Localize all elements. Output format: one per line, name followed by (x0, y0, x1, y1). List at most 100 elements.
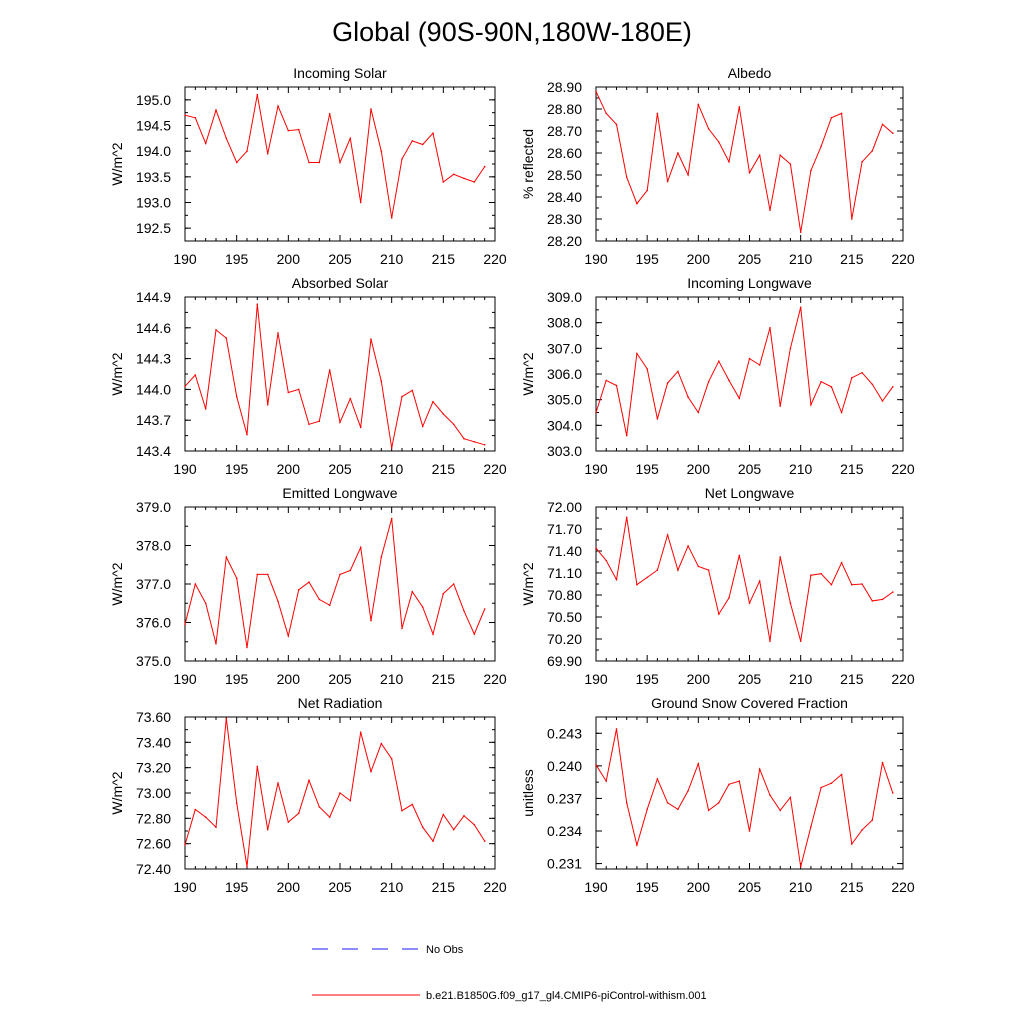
y-tick-label: 307.0 (547, 340, 582, 356)
data-point (318, 161, 321, 164)
data-point (605, 112, 607, 115)
data-point (687, 396, 689, 398)
y-tick-label: 144.6 (136, 320, 171, 336)
data-point (184, 623, 186, 626)
data-point (390, 517, 393, 520)
data-point (861, 583, 863, 585)
data-point (697, 103, 700, 106)
data-point (615, 384, 618, 387)
data-point (390, 758, 393, 760)
y-tick-label: 28.80 (547, 101, 582, 117)
x-tick-label: 215 (432, 671, 456, 687)
data-point (840, 112, 843, 115)
data-point (718, 360, 720, 363)
y-tick-label: 28.30 (547, 211, 582, 227)
x-tick-label: 200 (277, 461, 301, 477)
data-point (318, 420, 321, 423)
data-point (256, 93, 259, 96)
data-point (266, 152, 269, 155)
x-tick-label: 190 (584, 251, 608, 267)
y-tick-label: 71.70 (547, 521, 582, 537)
data-point (636, 844, 638, 846)
data-point (677, 569, 679, 571)
panel-title: Emitted Longwave (282, 485, 397, 501)
data-point (380, 556, 383, 558)
data-point (318, 598, 321, 601)
data-point (656, 112, 659, 115)
data-point (748, 602, 751, 604)
data-point (401, 158, 403, 160)
figure-title: Global (90S-90N,180W-180E) (332, 17, 692, 47)
data-point (297, 812, 300, 815)
data-point (287, 129, 290, 132)
y-tick-label: 143.4 (136, 443, 171, 459)
data-point (851, 843, 853, 845)
data-point (892, 132, 894, 134)
x-tick-label: 205 (328, 671, 352, 687)
data-point (370, 338, 372, 340)
y-axis-label: W/m^2 (520, 562, 536, 605)
y-tick-label: 192.5 (136, 220, 171, 236)
x-tick-label: 220 (483, 461, 507, 477)
x-tick-label: 205 (328, 879, 352, 895)
y-tick-label: 73.40 (136, 734, 171, 750)
data-point (707, 380, 710, 383)
x-tick-label: 205 (738, 671, 762, 687)
data-point (246, 150, 248, 152)
data-point (851, 583, 853, 586)
x-tick-label: 215 (840, 461, 864, 477)
data-point (615, 728, 618, 730)
data-point (851, 218, 853, 220)
data-point (225, 337, 228, 339)
x-tick-label: 190 (173, 671, 197, 687)
data-point (595, 764, 597, 766)
x-tick-label: 200 (277, 671, 301, 687)
data-point (615, 578, 618, 581)
panel-1: Incoming Solar W/m^2 190 195 200 205 210 215 220… (109, 65, 507, 267)
data-point (851, 377, 853, 379)
data-point (432, 132, 434, 134)
data-point (615, 123, 618, 126)
data-point (810, 404, 812, 406)
panel-4: Incoming Longwave W/m^2 190 195 200 205 210 215… (520, 275, 915, 477)
y-tick-label: 0.231 (547, 856, 582, 872)
data-point (411, 140, 414, 142)
data-point (697, 762, 700, 765)
x-tick-label: 210 (380, 251, 404, 267)
data-point (625, 802, 628, 804)
y-tick-label: 194.5 (136, 118, 171, 134)
data-point (810, 825, 812, 828)
data-point (769, 327, 771, 329)
data-point (452, 583, 455, 585)
data-point (411, 389, 414, 392)
x-tick-label: 220 (483, 879, 507, 895)
data-point (421, 606, 424, 608)
data-point (328, 816, 331, 818)
data-point (595, 90, 597, 93)
data-point (687, 790, 689, 792)
x-tick-label: 195 (225, 461, 249, 477)
data-point (256, 303, 259, 306)
data-point (463, 610, 465, 612)
data-point (707, 809, 710, 812)
y-tick-label: 28.50 (547, 167, 582, 183)
y-axis-label: % reflected (520, 129, 536, 199)
data-point (605, 379, 607, 382)
data-point (636, 583, 638, 586)
y-tick-label: 28.40 (547, 189, 582, 205)
data-point (677, 370, 679, 373)
y-axis-label: unitless (520, 769, 536, 816)
data-point (184, 844, 186, 846)
data-point (646, 368, 648, 370)
data-point (473, 441, 476, 443)
data-point (256, 765, 259, 768)
data-point (411, 803, 414, 806)
data-point (820, 380, 822, 383)
data-point (184, 385, 186, 388)
data-point (452, 423, 455, 426)
x-tick-label: 215 (840, 251, 864, 267)
y-tick-label: 379.0 (136, 499, 171, 515)
data-point (442, 413, 445, 415)
y-tick-label: 308.0 (547, 315, 582, 331)
